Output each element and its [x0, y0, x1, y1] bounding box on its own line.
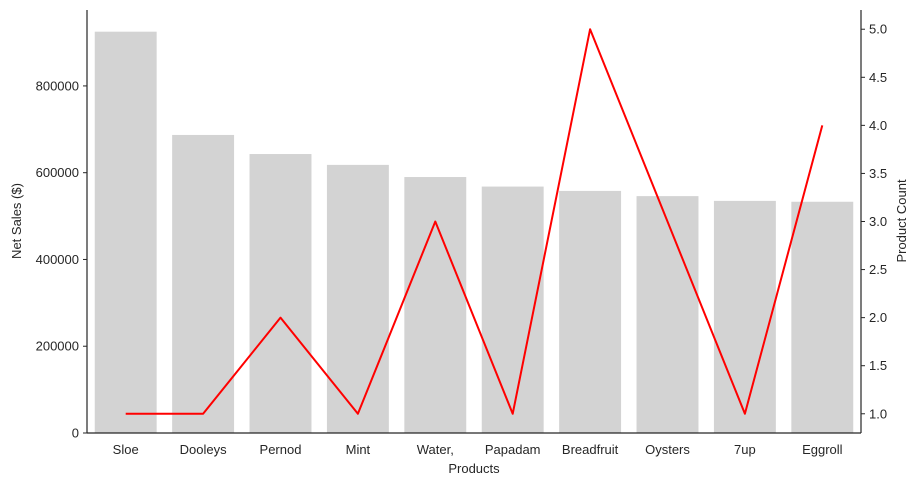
x-tick-label: Pernod	[260, 442, 302, 457]
line-layer	[125, 28, 824, 415]
bar-eggroll	[791, 201, 854, 433]
y-tick-label: 400000	[36, 252, 79, 267]
bar-oysters	[636, 196, 699, 433]
x-tick-label: Mint	[346, 442, 371, 457]
bar-water	[404, 177, 467, 433]
y-tick-label: 800000	[36, 78, 79, 93]
y2-tick-label: 2.0	[869, 310, 887, 325]
bar-7up	[713, 200, 776, 433]
x-tick-label: Sloe	[113, 442, 139, 457]
x-tick-label: Dooleys	[180, 442, 227, 457]
bar-breadfruit	[559, 190, 622, 433]
x-tick-label: Eggroll	[802, 442, 843, 457]
y2-tick-label: 3.0	[869, 214, 887, 229]
y2-tick-label: 3.5	[869, 166, 887, 181]
x-tick-label: Breadfruit	[562, 442, 619, 457]
x-tick-label: 7up	[734, 442, 756, 457]
y2-tick-labels: 1.0 1.5 2.0 2.5 3.0 3.5 4.0 4.5 5.0	[861, 22, 887, 421]
bar-dooleys	[172, 134, 235, 433]
bar-mint	[326, 164, 389, 433]
x-tick-label: Papadam	[485, 442, 541, 457]
y2-tick-label: 1.0	[869, 406, 887, 421]
y2-axis-title: Product Count	[894, 179, 909, 262]
y2-tick-label: 1.5	[869, 358, 887, 373]
x-tick-labels: Sloe Dooleys Pernod Mint Water, Papadam Breadf…	[113, 442, 843, 457]
x-tick-label: Water,	[417, 442, 454, 457]
y-tick-label: 200000	[36, 339, 79, 354]
x-axis-title: Products	[448, 461, 500, 476]
y-tick-label: 0	[72, 426, 79, 441]
x-tick-label: Oysters	[645, 442, 690, 457]
bars-layer	[94, 31, 854, 434]
y2-tick-label: 4.5	[869, 70, 887, 85]
y-axis-title: Net Sales ($)	[9, 183, 24, 259]
bar-sloe	[94, 31, 157, 433]
y2-tick-label: 4.0	[869, 118, 887, 133]
y2-tick-label: 2.5	[869, 262, 887, 277]
y-tick-labels: 0 200000 400000 600000 800000	[36, 78, 87, 441]
y2-tick-label: 5.0	[869, 22, 887, 37]
product-count-line	[125, 28, 824, 415]
bar-pernod	[249, 154, 312, 434]
y-tick-label: 600000	[36, 165, 79, 180]
